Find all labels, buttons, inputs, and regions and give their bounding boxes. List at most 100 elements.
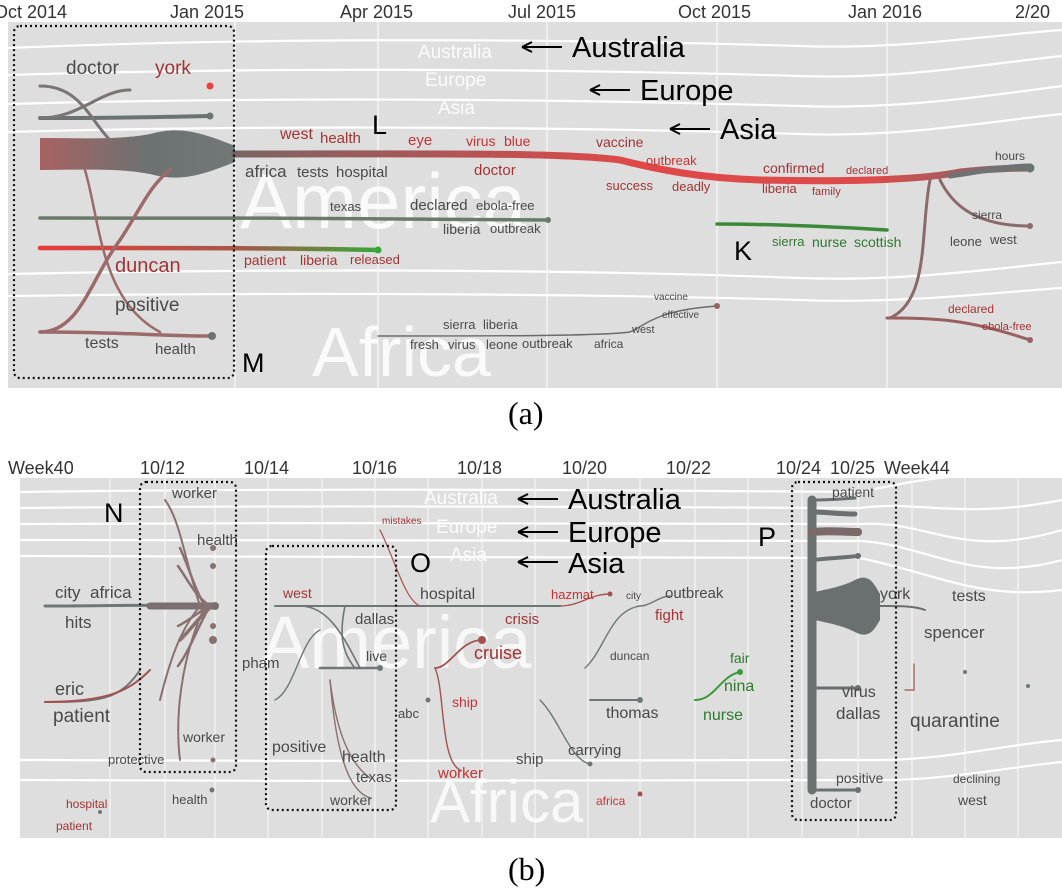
- stream-main: [40, 130, 235, 178]
- panel-b-keywords: worker health city africa hits eric pati…: [53, 484, 1000, 833]
- stream-b-city: [584, 605, 641, 669]
- keyword: liberia: [443, 221, 481, 237]
- stream-end: [206, 112, 214, 120]
- keyword: deadly: [672, 179, 711, 194]
- keyword: sierra: [443, 317, 476, 332]
- annotation-europe-b: Europe: [568, 517, 662, 549]
- keyword: hits: [65, 613, 91, 632]
- region-label-europe-b: Europe: [436, 517, 497, 538]
- axis-label-a: Oct 2015: [678, 2, 751, 22]
- keyword: virus: [842, 684, 876, 701]
- keyword: dallas: [836, 704, 880, 723]
- keyword: hours: [995, 149, 1025, 163]
- stream-sierra-right: [938, 178, 1032, 228]
- panel-a-gridlines: [234, 22, 888, 388]
- keyword: worker: [437, 765, 483, 782]
- keyword: patient: [244, 252, 286, 268]
- keyword: duncan: [115, 255, 181, 277]
- keyword: vaccine: [654, 292, 688, 303]
- caption-b: (b): [508, 851, 545, 887]
- keyword: worker: [182, 729, 225, 745]
- annotation-australia-a: Australia: [572, 32, 686, 64]
- region-label-africa-b: Africa: [430, 768, 584, 835]
- keyword: scottish: [854, 234, 901, 250]
- axis-label-a: Apr 2015: [340, 2, 413, 22]
- keyword: texas: [356, 769, 392, 786]
- region-label-europe-a: Europe: [425, 70, 486, 91]
- panel-b: America Africa Australia Europe Asia Wee…: [8, 458, 1062, 887]
- stream-b-n6: [176, 604, 212, 668]
- keyword: health: [155, 341, 196, 358]
- keyword: positive: [272, 739, 326, 756]
- stream-end: [637, 697, 643, 703]
- stream-end: [1025, 163, 1035, 173]
- stream-b-p-main: [808, 577, 880, 635]
- stream-end: [1027, 223, 1033, 229]
- keyword: eric: [55, 679, 84, 699]
- stream-b-o7: [379, 529, 421, 607]
- axis-label-b: 10/25: [830, 458, 875, 478]
- keyword: worker: [171, 485, 217, 502]
- stream-b-n7: [159, 605, 201, 701]
- keyword: tests: [85, 335, 119, 352]
- keyword: texas: [330, 199, 362, 214]
- keyword: cruise: [474, 643, 522, 663]
- panel-a: America Africa Australia Europe Asia Oct…: [0, 2, 1062, 431]
- panel-b-streams: [43, 495, 1030, 814]
- stream-end: [210, 545, 216, 551]
- stream-b-n8: [177, 605, 206, 761]
- stream-end: [587, 761, 593, 767]
- axis-label-a: Jan 2015: [170, 2, 244, 22]
- stream-b-p4: [810, 554, 860, 562]
- keyword: family: [812, 186, 841, 198]
- stream-b-carrying: [539, 699, 591, 765]
- keyword: thomas: [606, 705, 658, 722]
- stream-end: [545, 217, 551, 223]
- stream-end: [855, 685, 861, 691]
- stream-end: [425, 697, 431, 703]
- annotation-europe-a: Europe: [640, 75, 734, 107]
- highlight-box-o: [264, 544, 398, 812]
- stream-b-n3: [176, 564, 212, 608]
- keyword: leone: [486, 337, 518, 352]
- keyword: quarantine: [910, 711, 1000, 732]
- stream-b-hazmat: [559, 593, 611, 607]
- axis-label-b: 10/14: [244, 458, 289, 478]
- panel-b-background: [20, 478, 1062, 838]
- keyword: west: [957, 792, 987, 808]
- keyword: west: [279, 126, 313, 143]
- panel-b-annotations: [517, 493, 558, 568]
- keyword: confirmed: [763, 160, 824, 176]
- marker-k: K: [734, 236, 752, 266]
- marker-n: N: [104, 498, 124, 528]
- stream-right-drop: [888, 178, 932, 320]
- panel-a-axis: Oct 2014 Jan 2015 Apr 2015 Jul 2015 Oct …: [0, 2, 1050, 22]
- stream-b-p2: [809, 509, 858, 517]
- keyword: patient: [832, 484, 874, 500]
- stream-end: [855, 787, 861, 793]
- axis-label-b: 10/18: [457, 458, 502, 478]
- keyword: hospital: [66, 797, 107, 811]
- keyword: liberia: [762, 181, 797, 196]
- keyword: africa: [245, 162, 287, 181]
- keyword: nurse: [703, 707, 743, 724]
- stream-end: [963, 670, 967, 674]
- axis-label-b: 10/24: [776, 458, 821, 478]
- keyword: outbreak: [665, 585, 724, 602]
- stream-end: [210, 563, 216, 569]
- keyword: outbreak: [646, 153, 697, 168]
- keyword: virus: [466, 133, 496, 149]
- stream-end: [208, 332, 216, 340]
- keyword: abc: [398, 706, 419, 721]
- stream-b-p1: [810, 496, 857, 502]
- keyword: ship: [516, 751, 544, 768]
- keyword: hospital: [420, 586, 475, 603]
- keyword: outbreak: [490, 221, 541, 236]
- region-label-asia-a: Asia: [438, 98, 475, 119]
- stream-end: [855, 553, 861, 559]
- keyword: west: [282, 585, 312, 601]
- keyword: declared: [948, 302, 994, 316]
- keyword: positive: [115, 295, 179, 316]
- axis-label-b: Week44: [884, 458, 950, 478]
- keyword: sierra: [972, 208, 1002, 222]
